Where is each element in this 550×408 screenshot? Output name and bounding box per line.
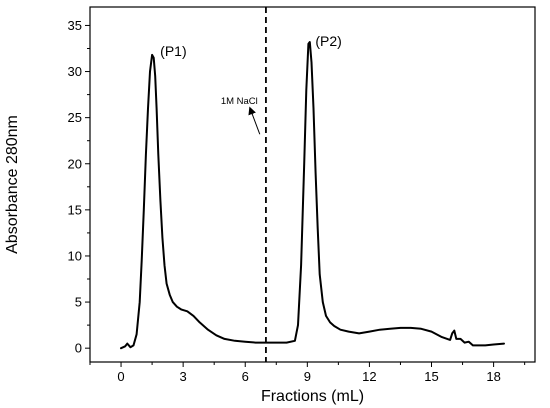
y-tick-label: 15 — [68, 202, 82, 217]
y-tick-label: 5 — [75, 295, 82, 310]
x-tick-label: 15 — [424, 369, 438, 384]
x-tick-label: 6 — [242, 369, 249, 384]
plot-frame — [89, 6, 536, 363]
x-axis-label: Fractions (mL) — [261, 388, 364, 405]
nacl-arrow — [248, 106, 261, 135]
peak-label-p2: (P2) — [315, 33, 341, 49]
peak-label-p1: (P1) — [160, 43, 186, 59]
y-tick-label: 35 — [68, 18, 82, 33]
x-tick-label: 9 — [304, 369, 311, 384]
x-tick-label: 12 — [362, 369, 376, 384]
y-tick-label: 30 — [68, 64, 82, 79]
x-tick-label: 18 — [486, 369, 500, 384]
y-axis-label: Absorbance 280nm — [4, 115, 21, 254]
x-tick-label: 3 — [180, 369, 187, 384]
y-tick-label: 25 — [68, 110, 82, 125]
nacl-label: 1M NaCl — [221, 96, 258, 107]
y-tick-label: 10 — [68, 248, 82, 263]
series-line — [120, 41, 505, 350]
y-tick-label: 0 — [75, 341, 82, 356]
y-tick-label: 20 — [68, 156, 82, 171]
x-tick-label: 0 — [117, 369, 124, 384]
